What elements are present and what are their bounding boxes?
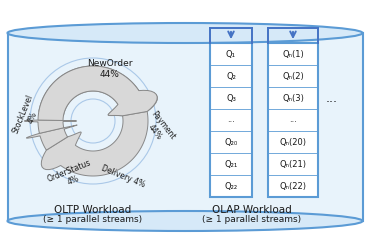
Polygon shape [38,66,157,121]
Text: ...: ... [289,115,297,124]
Text: Q₂₁: Q₂₁ [224,159,238,168]
Text: Payment
44%: Payment 44% [141,110,177,148]
Text: NewOrder
44%: NewOrder 44% [87,59,133,79]
Text: OLTP Workload: OLTP Workload [54,205,132,215]
FancyBboxPatch shape [210,43,252,197]
Text: Qₙ(22): Qₙ(22) [279,182,306,191]
Text: OrderStatus
4%: OrderStatus 4% [46,158,96,194]
Text: Q₂₀: Q₂₀ [224,138,238,147]
Text: Qₙ(2): Qₙ(2) [282,71,304,80]
Text: (≥ 1 parallel streams): (≥ 1 parallel streams) [202,215,302,224]
Polygon shape [24,120,77,133]
Polygon shape [41,112,148,176]
Text: ...: ... [227,115,235,124]
Text: (≥ 1 parallel streams): (≥ 1 parallel streams) [43,215,142,224]
Text: Q₂₂: Q₂₂ [225,182,238,191]
Text: Qₙ(20): Qₙ(20) [279,138,306,147]
Text: Q₁: Q₁ [226,50,236,59]
FancyBboxPatch shape [268,43,318,197]
Text: Q₂: Q₂ [226,71,236,80]
Text: Q₃: Q₃ [226,94,236,103]
Ellipse shape [7,23,363,43]
Text: Qₙ(3): Qₙ(3) [282,94,304,103]
Text: OLAP Workload: OLAP Workload [212,205,292,215]
Ellipse shape [7,211,363,231]
Polygon shape [7,33,363,221]
Polygon shape [39,66,157,116]
Text: StockLevel
4%: StockLevel 4% [11,93,45,139]
Polygon shape [27,125,77,150]
Text: ...: ... [326,92,338,104]
Text: Qₙ(1): Qₙ(1) [282,50,304,59]
Text: Delivery 4%: Delivery 4% [100,163,146,189]
Text: Qₙ(21): Qₙ(21) [279,159,306,168]
